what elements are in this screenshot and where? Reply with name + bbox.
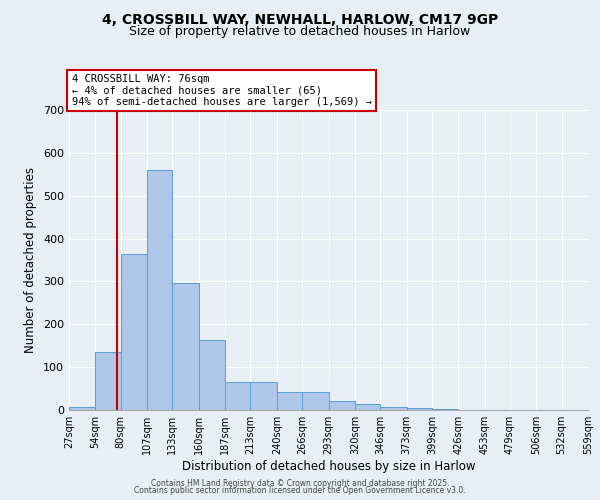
Bar (121, 254, 147, 410)
Bar (199, 340, 225, 410)
Bar (172, 282, 199, 410)
Text: 4, CROSSBILL WAY, NEWHALL, HARLOW, CM17 9GP: 4, CROSSBILL WAY, NEWHALL, HARLOW, CM17 … (102, 12, 498, 26)
Bar (302, 392, 329, 410)
Bar (432, 408, 458, 410)
Y-axis label: Number of detached properties: Number of detached properties (25, 167, 37, 353)
Bar (407, 408, 432, 410)
Text: 4 CROSSBILL WAY: 76sqm
← 4% of detached houses are smaller (65)
94% of semi-deta: 4 CROSSBILL WAY: 76sqm ← 4% of detached … (71, 74, 371, 107)
Bar (329, 402, 355, 410)
Bar (95, 352, 121, 410)
Bar (69, 406, 95, 410)
Text: Contains public sector information licensed under the Open Government Licence v3: Contains public sector information licen… (134, 486, 466, 495)
X-axis label: Distribution of detached houses by size in Harlow: Distribution of detached houses by size … (182, 460, 475, 473)
Bar (250, 382, 277, 410)
Bar (380, 406, 407, 410)
Bar (147, 170, 172, 410)
Bar (355, 404, 380, 410)
Text: Size of property relative to detached houses in Harlow: Size of property relative to detached ho… (130, 25, 470, 38)
Text: Contains HM Land Registry data © Crown copyright and database right 2025.: Contains HM Land Registry data © Crown c… (151, 478, 449, 488)
Bar (225, 382, 250, 410)
Bar (277, 392, 302, 410)
